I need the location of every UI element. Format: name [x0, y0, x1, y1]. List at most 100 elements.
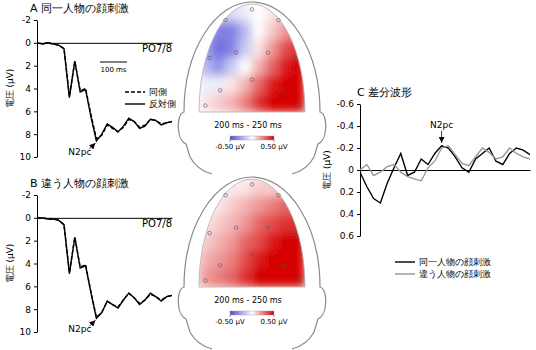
map-cell: [265, 197, 279, 216]
electrode: [234, 226, 238, 230]
tick-mark: [34, 20, 37, 21]
electrode: [277, 18, 281, 22]
map-area: [199, 4, 306, 113]
electrode: [204, 279, 208, 283]
map-cell: [278, 269, 292, 288]
tick-mark: [34, 89, 37, 90]
y-tick: 2: [25, 61, 37, 71]
y-tick-label: 2: [25, 61, 31, 71]
tick-mark: [34, 195, 37, 196]
figure-container: A 同一人物の顔刺激-20246810電圧 (μV)PO7/8100 ms同側反…: [0, 0, 536, 350]
y-axis-title: 電圧 (μV): [322, 150, 332, 190]
legend: 同一人物の顔刺激違う人物の顔刺激: [395, 257, 491, 279]
colorbar-tick: [230, 315, 231, 317]
y-tick-label: 0.4: [340, 209, 355, 219]
map-cell: [252, 22, 266, 41]
y-axis: -0.6-0.4-0.200.20.40.6: [336, 99, 360, 241]
map-cell: [278, 233, 292, 252]
chart-title: B 違う人物の顔刺激: [30, 177, 129, 190]
electrode: [282, 264, 286, 268]
map-cell: [212, 233, 226, 252]
chart-title: A 同一人物の顔刺激: [30, 2, 129, 15]
map-cell: [278, 40, 292, 59]
y-axis: -20246810: [20, 15, 38, 162]
y-tick: 6: [25, 282, 37, 292]
y-tick-label: 0.2: [340, 187, 354, 197]
legend-label: 反対側: [149, 99, 176, 109]
map-cell: [238, 58, 252, 77]
electrode: [297, 279, 301, 283]
data-line: [37, 218, 172, 317]
tick-mark: [357, 170, 360, 171]
map-cell: [225, 251, 239, 270]
scale-bar-label: 100 ms: [100, 66, 126, 74]
y-tick: 0: [25, 38, 37, 48]
map-cell: [278, 76, 292, 95]
map-cell: [212, 251, 226, 270]
map-cell: [265, 22, 279, 41]
colorbar-tick-label: 0.50 μV: [260, 143, 287, 151]
map-cell: [252, 197, 266, 216]
line-chart: C 差分波形-0.6-0.4-0.200.20.40.6電圧 (μV)同一人物の…: [322, 86, 531, 279]
map-cell: [265, 58, 279, 77]
electrode: [297, 104, 301, 108]
tick-mark: [34, 43, 37, 44]
y-tick-label: 10: [20, 327, 32, 337]
map-cell: [291, 269, 305, 288]
y-tick-label: 6: [25, 282, 31, 292]
map-cells: [199, 4, 306, 113]
y-tick: 0.6: [340, 231, 360, 241]
y-tick: -0.2: [336, 143, 360, 153]
annotation-arrow: [441, 131, 442, 143]
electrode: [204, 104, 208, 108]
y-tick: -0.4: [336, 121, 360, 131]
electrode: [224, 193, 228, 197]
plot-area: [37, 218, 172, 318]
tick-mark: [34, 286, 37, 287]
y-tick-label: 0.6: [340, 231, 355, 241]
map-cell: [291, 4, 305, 23]
tick-mark: [357, 192, 360, 193]
map-cell: [265, 94, 279, 113]
map-cell: [252, 94, 266, 113]
data-line: [360, 146, 530, 181]
map-cell: [225, 40, 239, 59]
tick-mark: [34, 332, 37, 333]
map-cell: [199, 4, 213, 23]
y-axis: -20246810: [20, 190, 38, 337]
tick-mark: [34, 218, 37, 219]
map-cell: [291, 40, 305, 59]
y-tick: -2: [22, 190, 37, 200]
colorbar-tick-label: 0.50 μV: [260, 318, 287, 326]
map-cell: [265, 269, 279, 288]
map-cell: [278, 58, 292, 77]
y-tick-label: -2: [22, 15, 31, 25]
y-tick-label: -2: [22, 190, 31, 200]
topographic-map: 200 ms - 250 ms-0.50 μV0.50 μV: [178, 2, 326, 174]
annotation-text: N2pc: [68, 324, 91, 334]
map-cell: [212, 215, 226, 234]
electrode: [293, 231, 297, 235]
map-cells: [199, 179, 306, 288]
map-cell: [225, 215, 239, 234]
legend: 同側反対側: [125, 87, 176, 109]
tick-mark: [34, 264, 37, 265]
y-tick: 2: [25, 236, 37, 246]
map-time-window: 200 ms - 250 ms: [214, 296, 282, 305]
legend-swatch: [395, 261, 415, 262]
electrode: [250, 8, 254, 12]
map-cell: [225, 269, 239, 288]
electrode: [224, 18, 228, 22]
y-tick-label: -0.6: [336, 99, 354, 109]
tick-mark: [357, 104, 360, 105]
electrode: [208, 231, 212, 235]
y-tick: 6: [25, 107, 37, 117]
map-cell: [212, 76, 226, 95]
y-tick: 10: [20, 327, 37, 337]
map-cell: [238, 94, 252, 113]
map-cell: [225, 197, 239, 216]
tick-mark: [357, 148, 360, 149]
tick-mark: [357, 214, 360, 215]
map-cell: [291, 197, 305, 216]
electrode: [250, 183, 254, 187]
